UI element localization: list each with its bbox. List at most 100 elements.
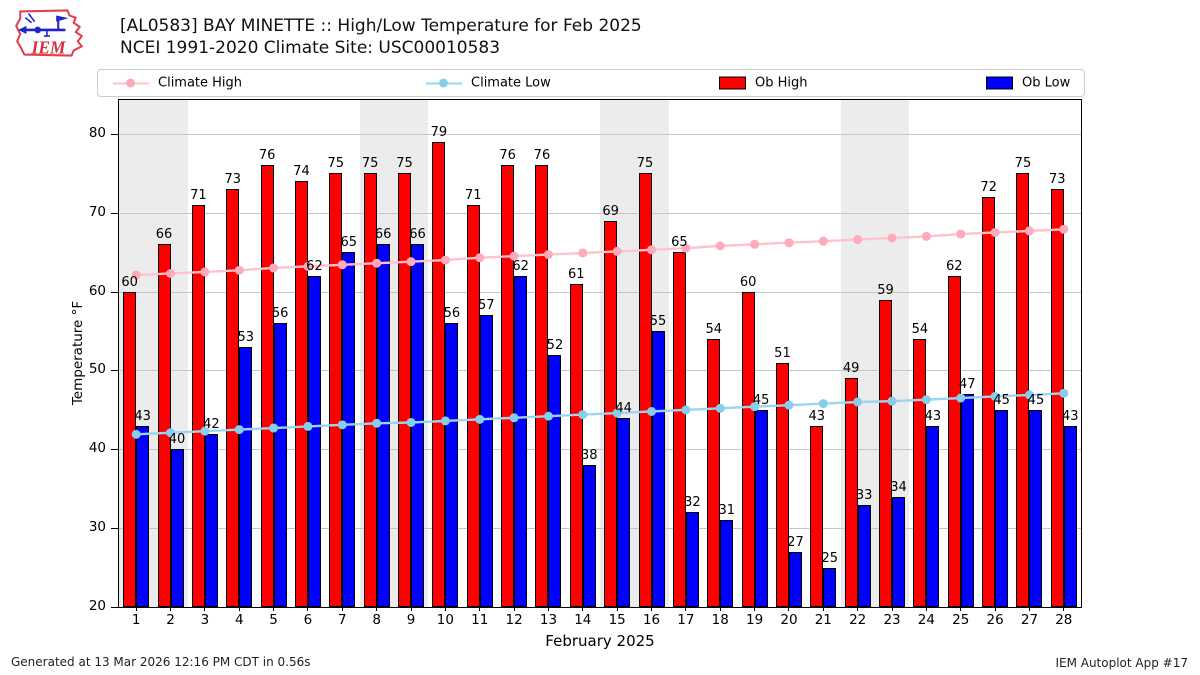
ob-low-bar-value-label: 33 [855, 487, 873, 503]
climate-high-marker [372, 258, 382, 268]
x-tick-label: 17 [677, 612, 695, 628]
y-tick-mark [111, 212, 118, 214]
ob-low-bar [514, 275, 528, 607]
ob-high-bar-value-label: 69 [602, 203, 619, 219]
ob-high-bar [913, 338, 927, 607]
app-credit: IEM Autoplot App #17 [1055, 656, 1188, 670]
ob-high-bar [501, 165, 515, 607]
y-gridline [119, 370, 1081, 372]
ob-high-bar-value-label: 76 [258, 148, 276, 164]
y-gridline [119, 528, 1081, 530]
x-tick-mark [685, 607, 687, 611]
climate-high-marker [337, 260, 347, 270]
ob-high-bar-value-label: 60 [121, 274, 138, 290]
y-tick-label: 70 [88, 203, 106, 220]
ob-low-bar-value-label: 65 [340, 235, 358, 251]
legend-swatch-icon [719, 76, 746, 90]
climate-lines-layer [131, 224, 1069, 439]
climate-high-marker [1059, 224, 1069, 234]
ob-low-bar [204, 433, 218, 607]
climate-high-marker [234, 265, 244, 275]
weather-vane-icon [18, 13, 69, 37]
climate-low-marker [406, 417, 416, 427]
ob-low-bar-value-label: 25 [821, 550, 839, 566]
ob-high-bar-value-label: 75 [327, 156, 345, 172]
ob-high-bar-value-label: 65 [671, 235, 688, 251]
x-tick-mark [238, 607, 240, 611]
climate-high-marker [921, 231, 931, 241]
climate-high-marker [543, 250, 553, 260]
climate-high-marker [303, 261, 313, 271]
ob-high-bar [1050, 189, 1064, 607]
ob-low-bar [479, 315, 493, 607]
climate-low-marker [337, 420, 347, 430]
climate-low-marker [131, 429, 141, 439]
ob-low-bar [307, 275, 321, 607]
ob-low-bar [342, 252, 356, 607]
y-tick-mark [111, 133, 118, 135]
climate-high-marker [990, 227, 1000, 237]
y-tick-mark [111, 607, 118, 608]
climate-low-marker [784, 400, 794, 410]
ob-low-bar-value-label: 45 [993, 392, 1010, 408]
ob-low-bar-value-label: 34 [890, 479, 907, 495]
x-tick-label: 21 [814, 612, 832, 628]
legend-label: Climate High [158, 75, 243, 91]
ob-high-bar-value-label: 60 [739, 274, 757, 290]
climate-low-marker [990, 391, 1000, 401]
iem-logo: IEM [15, 9, 83, 58]
ob-high-bar [844, 378, 858, 607]
climate-low-marker [509, 413, 519, 423]
chart-title: [AL0583] BAY MINETTE :: High/Low Tempera… [120, 16, 642, 36]
y-tick-mark [111, 449, 118, 451]
ob-low-bar [720, 520, 734, 607]
x-tick-mark [960, 607, 962, 611]
ob-low-bar-value-label: 45 [752, 392, 770, 408]
climate-high-marker [131, 270, 141, 280]
x-tick-label: 18 [711, 612, 729, 628]
y-gridline [119, 133, 1081, 135]
y-tick-label: 20 [88, 598, 106, 614]
x-tick-mark [513, 607, 515, 611]
x-tick-label: 6 [303, 612, 313, 628]
y-tick-label: 60 [88, 282, 106, 299]
legend-entry-ob-high: Ob High [719, 76, 808, 91]
ob-low-bar-value-label: 38 [581, 448, 598, 464]
y-gridline [119, 449, 1081, 451]
climate-low-marker [956, 393, 966, 403]
ob-high-bar-value-label: 72 [980, 180, 997, 195]
x-tick-mark [891, 607, 893, 611]
logo-iem-text: IEM [31, 38, 66, 58]
x-tick-mark [1063, 607, 1065, 611]
ob-low-bar-value-label: 52 [546, 337, 564, 353]
climate-low-marker [200, 426, 210, 436]
climate-high-marker [509, 251, 519, 261]
climate-high-marker [269, 263, 279, 273]
y-gridline [119, 212, 1081, 214]
ob-high-bar [775, 362, 789, 607]
y-tick-mark [111, 528, 118, 530]
legend-line-swatch [426, 78, 462, 88]
x-tick-mark [822, 607, 824, 611]
ob-low-bar [445, 323, 459, 607]
climate-low-marker [269, 423, 279, 433]
x-tick-mark [719, 607, 721, 611]
ob-high-bar [569, 283, 583, 607]
ob-high-bar [466, 204, 480, 607]
ob-high-bar [329, 173, 343, 607]
ob-low-bar [685, 512, 699, 607]
x-tick-label: 19 [746, 612, 764, 628]
y-tick-mark [111, 291, 118, 293]
ob-low-bar [995, 409, 1009, 607]
x-tick-mark [204, 607, 206, 611]
ob-high-bar-value-label: 66 [155, 227, 173, 243]
legend-swatch-icon [986, 76, 1013, 90]
ob-low-bar-value-label: 27 [787, 534, 804, 550]
ob-high-bar-value-label: 43 [808, 408, 826, 424]
x-tick-label: 11 [471, 612, 489, 628]
ob-high-bar [398, 173, 412, 607]
ob-low-bar-value-label: 62 [306, 258, 323, 274]
climate-high-marker [406, 257, 416, 267]
y-axis-label: Temperature °F [70, 300, 86, 406]
climate-high-marker [440, 255, 450, 265]
